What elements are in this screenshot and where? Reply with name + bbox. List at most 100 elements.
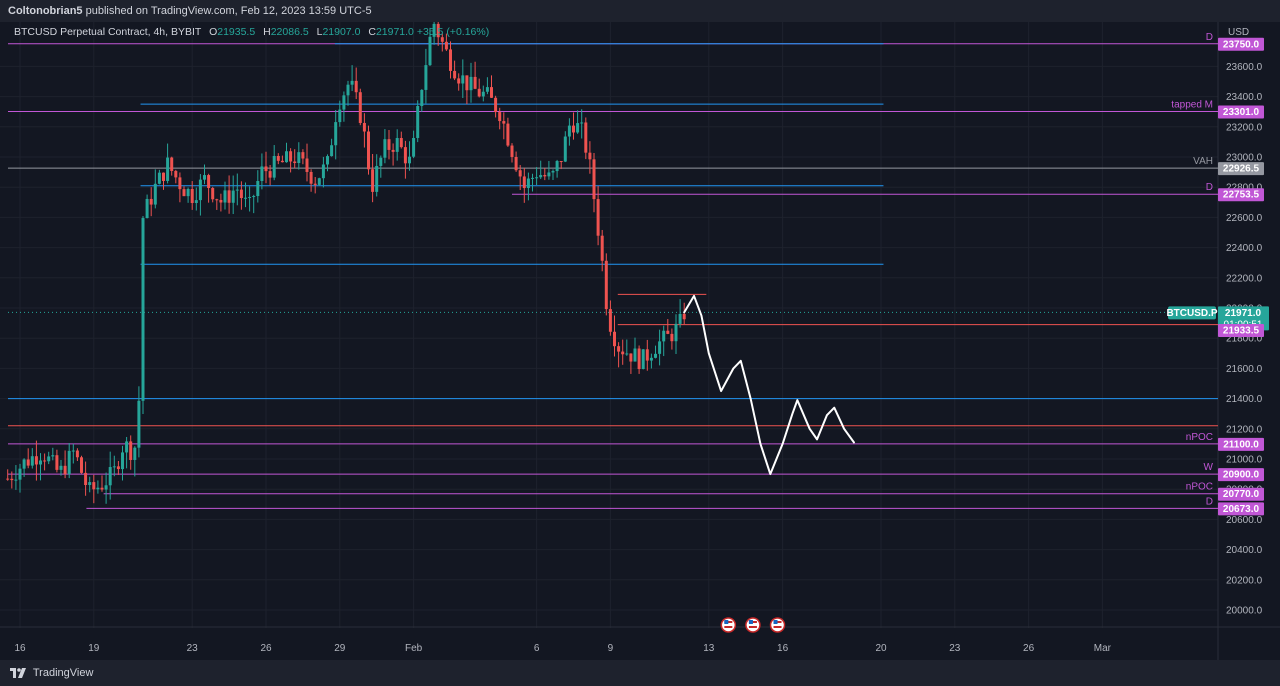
candle-down xyxy=(309,171,313,184)
candle-up xyxy=(104,485,108,490)
candle-up xyxy=(563,136,567,162)
candle-up xyxy=(330,145,334,157)
flag-canton-icon xyxy=(773,620,778,624)
candle-up xyxy=(461,75,465,84)
projection-drawing[interactable] xyxy=(683,294,855,476)
candle-down xyxy=(264,166,268,172)
candle-down xyxy=(494,97,498,113)
candle-up xyxy=(153,183,157,205)
candle-up xyxy=(428,36,432,66)
candle-up xyxy=(272,155,276,178)
price-tick-label: 23200.0 xyxy=(1226,122,1263,133)
candle-down xyxy=(313,183,317,185)
candle-up xyxy=(260,166,264,182)
candle-down xyxy=(449,49,452,71)
candle-down xyxy=(371,169,375,192)
candle-up xyxy=(112,466,116,468)
level-price-badge xyxy=(1218,437,1264,451)
candle-down xyxy=(43,460,47,462)
candle-down xyxy=(55,455,59,470)
high-key: H xyxy=(263,26,271,38)
candle-up xyxy=(432,23,436,37)
level-price-badge-text: 22753.5 xyxy=(1223,190,1260,201)
candle-up xyxy=(223,190,227,203)
candle-up xyxy=(342,95,346,110)
candle-down xyxy=(92,482,96,490)
candle-up xyxy=(14,479,18,481)
candle-up xyxy=(469,76,473,91)
candle-down xyxy=(354,80,358,93)
candle-up xyxy=(256,181,260,197)
candle-up xyxy=(198,179,202,201)
candle-up xyxy=(576,123,580,133)
candle-down xyxy=(604,260,608,310)
price-tick-label: 21200.0 xyxy=(1226,424,1263,435)
time-tick-label: 16 xyxy=(777,643,789,654)
price-axis[interactable] xyxy=(1218,22,1280,660)
candle-up xyxy=(22,459,26,469)
candle-down xyxy=(596,199,600,236)
candle-down xyxy=(182,189,186,197)
candle-up xyxy=(194,200,198,204)
candle-up xyxy=(203,175,206,180)
close-value: 21971.0 xyxy=(375,26,414,38)
candle-up xyxy=(408,156,411,164)
candle-down xyxy=(34,456,38,465)
candle-up xyxy=(485,87,489,92)
currency-label: USD xyxy=(1228,27,1249,38)
price-tick-label: 22400.0 xyxy=(1226,243,1263,254)
open-value: 21935.5 xyxy=(217,26,256,38)
brand-name[interactable]: TradingView xyxy=(32,667,94,679)
candle-down xyxy=(490,87,493,98)
candle-up xyxy=(535,177,539,179)
candle-up xyxy=(96,487,100,490)
candle-down xyxy=(522,176,526,189)
published-text: published on TradingView.com, Feb 12, 20… xyxy=(85,5,372,17)
candle-down xyxy=(174,170,178,178)
publisher-name[interactable]: Coltonobrian5 xyxy=(8,5,83,17)
candle-up xyxy=(338,109,342,123)
candle-down xyxy=(399,138,403,148)
candle-down xyxy=(629,353,633,362)
price-tick-label: 21400.0 xyxy=(1226,394,1263,405)
candle-down xyxy=(514,156,518,171)
level-price-badge xyxy=(1218,487,1264,501)
time-tick-label: 20 xyxy=(875,643,887,654)
candle-down xyxy=(682,313,686,320)
candle-down xyxy=(190,188,194,204)
candle-up xyxy=(420,89,424,107)
candle-up xyxy=(67,450,71,475)
candle-down xyxy=(473,76,477,89)
candle-down xyxy=(498,112,502,122)
footer-bar: TradingView xyxy=(0,660,1280,686)
time-tick-label: 26 xyxy=(1023,643,1035,654)
candle-down xyxy=(129,441,133,460)
candle-down xyxy=(219,199,223,203)
price-chart[interactable]: 20000.020200.020400.020600.020800.021000… xyxy=(0,22,1280,660)
candle-up xyxy=(625,353,629,355)
level-price-badge xyxy=(1218,105,1264,119)
candle-up xyxy=(235,189,239,191)
price-tick-label: 23600.0 xyxy=(1226,62,1263,73)
candle-up xyxy=(248,196,252,198)
candle-down xyxy=(436,23,440,38)
candle-up xyxy=(125,441,129,453)
candle-down xyxy=(80,457,83,473)
candle-down xyxy=(637,348,641,370)
candle-down xyxy=(506,123,510,146)
symbol-description: BTCUSD Perpetual Contract, 4h, BYBIT xyxy=(14,26,202,38)
candle-down xyxy=(178,177,182,190)
candle-up xyxy=(59,465,63,470)
candle-down xyxy=(645,349,649,361)
level-price-badge-text: 21100.0 xyxy=(1223,439,1259,450)
level-price-badge xyxy=(1218,468,1264,482)
candle-down xyxy=(559,161,563,163)
level-text-label: D xyxy=(1206,32,1213,43)
level-price-badge-text: 23301.0 xyxy=(1223,107,1260,118)
price-tick-label: 20200.0 xyxy=(1226,575,1263,586)
candle-down xyxy=(215,199,219,201)
level-price-badge-text: 20900.0 xyxy=(1223,470,1260,481)
candle-up xyxy=(51,455,55,457)
candle-up xyxy=(39,460,42,465)
candle-down xyxy=(362,122,366,132)
